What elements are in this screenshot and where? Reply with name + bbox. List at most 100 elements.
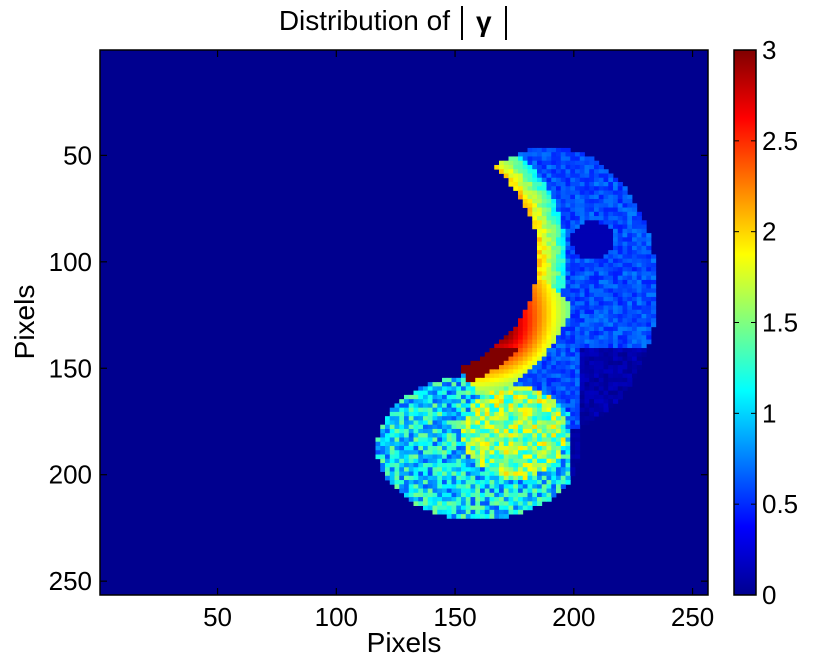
heatmap-cell — [508, 339, 514, 345]
heatmap-cell — [442, 484, 448, 489]
heatmap-cell — [560, 211, 566, 217]
heatmap-cell — [451, 475, 457, 481]
heatmap-cell — [579, 382, 585, 387]
heatmap-cell — [560, 335, 566, 340]
heatmap-cell — [427, 424, 433, 430]
heatmap-cell — [584, 360, 590, 366]
heatmap-cell — [627, 279, 633, 285]
heatmap-cell — [470, 450, 476, 455]
heatmap-cell — [537, 156, 543, 162]
heatmap-cell — [556, 292, 562, 298]
heatmap-cell — [565, 365, 571, 370]
heatmap-cell — [541, 411, 547, 417]
heatmap-cell — [532, 169, 538, 174]
heatmap-cell — [518, 390, 524, 396]
heatmap-cell — [551, 292, 557, 298]
heatmap-cell — [442, 403, 448, 409]
heatmap-cell — [413, 450, 419, 455]
heatmap-cell — [584, 301, 590, 306]
heatmap-cell — [385, 445, 391, 451]
heatmap-cell — [584, 322, 590, 328]
heatmap-cell — [432, 475, 438, 481]
heatmap-cell — [541, 399, 547, 404]
heatmap-cell — [537, 216, 543, 221]
y-tick-label: 150 — [49, 353, 92, 383]
heatmap-cell — [499, 471, 505, 477]
heatmap-cell — [584, 228, 590, 234]
heatmap-cell — [556, 471, 562, 477]
heatmap-cell — [423, 407, 429, 413]
heatmap-cell — [551, 441, 557, 447]
heatmap-cell — [489, 407, 495, 413]
heatmap-cell — [594, 220, 600, 225]
heatmap-cell — [513, 501, 519, 506]
heatmap-cell — [603, 399, 609, 404]
heatmap-cell — [546, 186, 552, 191]
heatmap-cell — [570, 275, 576, 281]
heatmap-cell — [608, 309, 614, 315]
heatmap-cell — [575, 339, 581, 345]
heatmap-cell — [632, 241, 638, 247]
heatmap-cell — [570, 152, 576, 157]
heatmap-cell — [584, 194, 590, 200]
heatmap-cell — [632, 326, 638, 332]
heatmap-cell — [541, 173, 547, 179]
heatmap-cell — [446, 497, 452, 502]
heatmap-cell — [608, 228, 614, 234]
heatmap-cell — [570, 186, 576, 191]
heatmap-cell — [594, 194, 600, 200]
heatmap-cell — [565, 467, 571, 472]
heatmap-cell — [385, 467, 391, 472]
heatmap-cell — [560, 147, 566, 153]
heatmap-cell — [584, 220, 590, 225]
heatmap-cell — [556, 181, 562, 187]
heatmap-cell — [565, 190, 571, 196]
heatmap-cell — [589, 394, 595, 400]
heatmap-cell — [560, 296, 566, 302]
heatmap-cell — [560, 360, 566, 366]
heatmap-cell — [499, 365, 505, 370]
heatmap-cell — [589, 207, 595, 213]
heatmap-cell — [613, 322, 619, 328]
heatmap-cell — [442, 497, 448, 502]
heatmap-cell — [442, 492, 448, 498]
heatmap-cell — [589, 271, 595, 277]
heatmap-cell — [527, 390, 533, 396]
heatmap-cell — [394, 463, 400, 468]
heatmap-cell — [617, 203, 623, 208]
heatmap-cell — [389, 480, 395, 485]
heatmap-cell — [537, 463, 543, 468]
heatmap-cell — [475, 454, 481, 460]
heatmap-cell — [489, 454, 495, 460]
heatmap-cell — [613, 262, 619, 268]
heatmap-cell — [617, 360, 623, 366]
heatmap-cell — [465, 475, 471, 481]
heatmap-cell — [427, 394, 433, 400]
heatmap-cell — [556, 258, 562, 264]
heatmap-cell — [437, 399, 443, 404]
heatmap-cell — [442, 505, 448, 511]
heatmap-cell — [499, 437, 505, 443]
heatmap-cell — [465, 424, 471, 430]
heatmap-cell — [579, 301, 585, 306]
heatmap-cell — [508, 382, 514, 387]
heatmap-cell — [484, 424, 490, 430]
heatmap-cell — [461, 428, 467, 434]
heatmap-cell — [598, 228, 604, 234]
heatmap-cell — [480, 484, 486, 489]
heatmap-cell — [484, 386, 490, 392]
heatmap-cell — [632, 279, 638, 285]
heatmap-cell — [575, 190, 581, 196]
heatmap-cell — [413, 416, 419, 421]
heatmap-cell — [522, 475, 528, 481]
heatmap-cell — [522, 403, 528, 409]
heatmap-cell — [603, 203, 609, 208]
heatmap-cell — [622, 203, 628, 208]
heatmap-cell — [537, 228, 543, 234]
heatmap-cell — [389, 437, 395, 443]
heatmap-cell — [560, 480, 566, 485]
heatmap-cell — [432, 437, 438, 443]
heatmap-cell — [480, 445, 486, 451]
heatmap-cell — [465, 369, 471, 374]
heatmap-cell — [565, 173, 571, 179]
